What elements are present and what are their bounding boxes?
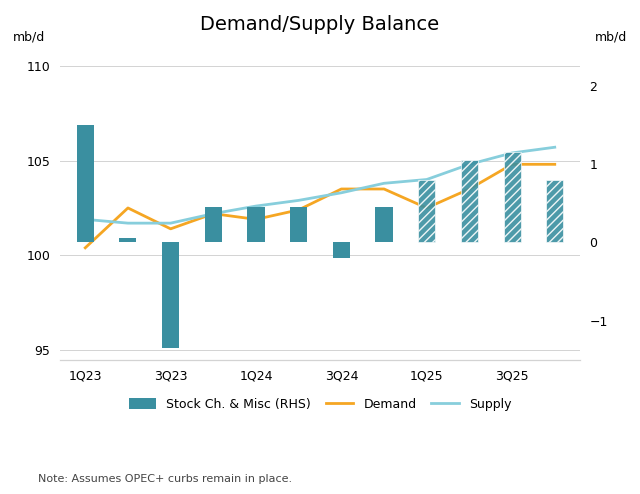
Supply — [295, 198, 303, 204]
Bar — [120, 239, 136, 243]
Demand — [508, 162, 516, 167]
Bar — [162, 243, 179, 348]
Supply — [380, 180, 388, 186]
Text: mb/d: mb/d — [13, 31, 45, 43]
Demand — [465, 186, 473, 192]
Text: mb/d: mb/d — [595, 31, 627, 43]
Bar — [77, 125, 94, 243]
Bar — [333, 243, 350, 258]
Supply — [124, 220, 132, 226]
Demand — [380, 186, 388, 192]
Demand — [209, 211, 217, 217]
Title: Demand/Supply Balance: Demand/Supply Balance — [200, 15, 440, 34]
Supply — [81, 216, 89, 222]
Supply — [423, 176, 431, 182]
Bar — [418, 180, 435, 243]
Bar — [461, 160, 478, 243]
Line: Supply: Supply — [85, 147, 555, 223]
Supply — [252, 203, 260, 209]
Bar — [205, 207, 222, 243]
Supply — [337, 190, 345, 196]
Bar — [248, 207, 264, 243]
Demand — [337, 186, 345, 192]
Demand — [167, 226, 175, 232]
Supply — [551, 144, 559, 150]
Bar — [504, 152, 520, 243]
Bar — [290, 207, 307, 243]
Bar — [376, 207, 392, 243]
Bar — [546, 180, 563, 243]
Demand — [295, 207, 303, 213]
Supply — [508, 150, 516, 156]
Demand — [81, 245, 89, 251]
Legend: Stock Ch. & Misc (RHS), Demand, Supply: Stock Ch. & Misc (RHS), Demand, Supply — [124, 393, 516, 416]
Supply — [465, 162, 473, 167]
Supply — [209, 211, 217, 217]
Demand — [551, 162, 559, 167]
Supply — [167, 220, 175, 226]
Text: Note: Assumes OPEC+ curbs remain in place.: Note: Assumes OPEC+ curbs remain in plac… — [38, 474, 292, 484]
Demand — [124, 205, 132, 211]
Line: Demand: Demand — [85, 165, 555, 248]
Demand — [423, 205, 431, 211]
Demand — [252, 216, 260, 222]
